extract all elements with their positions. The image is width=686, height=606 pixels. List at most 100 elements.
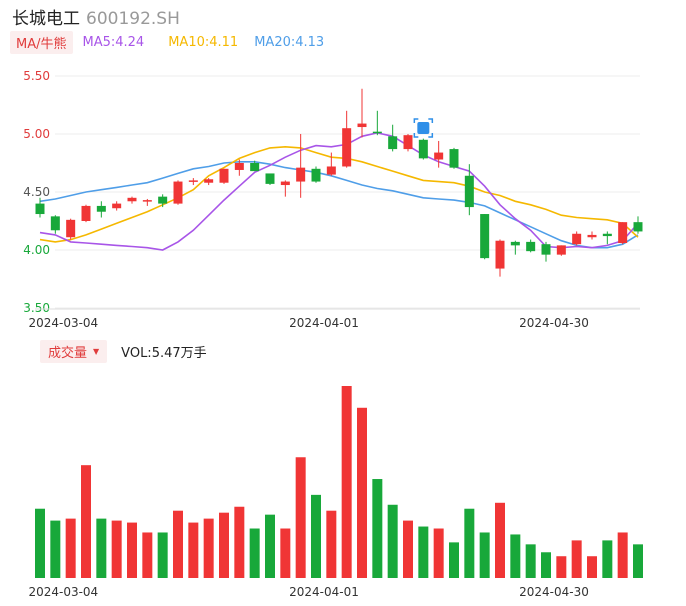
ma20-label: MA20:4.13: [254, 34, 325, 50]
volume-bar[interactable]: [633, 544, 643, 578]
volume-bar[interactable]: [418, 526, 429, 578]
event-marker-icon[interactable]: [413, 118, 434, 138]
volume-legend: 成交量 ▼ VOL:5.47万手: [40, 339, 207, 363]
candle-body[interactable]: [587, 234, 597, 238]
volume-bar[interactable]: [311, 494, 321, 578]
candle-body[interactable]: [81, 205, 91, 221]
candle-body[interactable]: [434, 152, 444, 160]
candle-body[interactable]: [372, 131, 382, 134]
volume-bar[interactable]: [65, 518, 76, 578]
ma-indicator-selector[interactable]: MA/牛熊: [10, 30, 73, 54]
volume-bar[interactable]: [525, 544, 536, 578]
candle-body[interactable]: [265, 173, 275, 184]
candle-body[interactable]: [311, 168, 321, 182]
y-tick-label: 4.50: [23, 185, 50, 199]
volume-bar[interactable]: [464, 508, 475, 578]
candle-body[interactable]: [449, 149, 459, 168]
ma5-label: MA5:4.24: [82, 34, 145, 50]
volume-bar[interactable]: [510, 534, 521, 578]
x-tick-label: 2024-04-01: [289, 585, 359, 599]
candle-body[interactable]: [633, 222, 643, 232]
volume-bar[interactable]: [403, 520, 413, 578]
volume-bar[interactable]: [449, 542, 459, 578]
volume-bar[interactable]: [173, 510, 183, 578]
candle-body[interactable]: [342, 128, 352, 167]
candle-body[interactable]: [173, 181, 183, 204]
volume-bar[interactable]: [188, 522, 199, 578]
y-tick-label: 5.00: [23, 127, 50, 141]
volume-bar[interactable]: [357, 407, 367, 578]
candle-body[interactable]: [219, 168, 229, 183]
ma-legend: MA/牛熊 MA5:4.24 MA10:4.11 MA20:4.13: [10, 30, 324, 54]
y-tick-label: 3.50: [23, 301, 50, 315]
volume-bar[interactable]: [111, 520, 122, 578]
candle-body[interactable]: [572, 233, 582, 245]
candle-body[interactable]: [296, 167, 306, 182]
candle-body[interactable]: [112, 203, 122, 209]
volume-bar[interactable]: [249, 528, 260, 578]
caret-down-icon: ▼: [93, 346, 100, 356]
volume-bar[interactable]: [280, 528, 291, 578]
volume-bar[interactable]: [341, 386, 352, 578]
candle-body[interactable]: [388, 136, 398, 150]
volume-bar[interactable]: [602, 540, 613, 578]
candle-body[interactable]: [418, 139, 428, 159]
volume-bar[interactable]: [203, 518, 214, 578]
volume-bar[interactable]: [433, 528, 444, 578]
volume-indicator-label: 成交量: [48, 345, 88, 361]
volume-bar[interactable]: [295, 457, 306, 578]
candle-body[interactable]: [403, 135, 413, 150]
ma20-line: [39, 161, 639, 249]
candle-body[interactable]: [280, 181, 290, 186]
volume-bar[interactable]: [571, 540, 582, 578]
candle-body[interactable]: [142, 200, 152, 202]
candle-body[interactable]: [158, 196, 168, 204]
candle-body[interactable]: [526, 241, 536, 252]
candle-body[interactable]: [188, 180, 198, 182]
x-tick-label: 2024-04-30: [519, 316, 589, 330]
volume-bar[interactable]: [556, 556, 567, 578]
volume-bar[interactable]: [35, 508, 45, 578]
candle-body[interactable]: [618, 222, 628, 244]
candle-body[interactable]: [204, 179, 214, 183]
stock-code: 600192.SH: [86, 9, 180, 29]
ma5-line: [39, 131, 639, 251]
candle-body[interactable]: [541, 244, 551, 255]
candle-body[interactable]: [495, 240, 505, 269]
candle-body[interactable]: [66, 219, 76, 238]
volume-bar[interactable]: [127, 522, 137, 578]
candle-body[interactable]: [127, 197, 137, 202]
volume-bar[interactable]: [265, 514, 275, 578]
volume-indicator-selector[interactable]: 成交量 ▼: [40, 339, 108, 363]
candle-body[interactable]: [50, 216, 60, 231]
candle-body[interactable]: [250, 163, 260, 172]
candle-body[interactable]: [35, 203, 45, 215]
volume-bar[interactable]: [142, 532, 153, 578]
candle-body[interactable]: [480, 214, 490, 259]
volume-bar[interactable]: [495, 502, 505, 578]
x-tick-label: 2024-03-04: [28, 585, 98, 599]
candle-body[interactable]: [602, 233, 612, 237]
volume-bar[interactable]: [219, 512, 229, 578]
candle-body[interactable]: [510, 241, 520, 246]
candle-body[interactable]: [357, 123, 367, 128]
volume-bar[interactable]: [617, 532, 628, 578]
candle-body[interactable]: [234, 163, 244, 170]
volume-value: VOL:5.47万手: [121, 345, 207, 361]
candle-body[interactable]: [464, 175, 474, 208]
volume-bar[interactable]: [50, 520, 61, 578]
volume-bar[interactable]: [479, 532, 490, 578]
volume-bar[interactable]: [387, 504, 398, 578]
volume-bar[interactable]: [81, 465, 91, 578]
volume-bar[interactable]: [96, 518, 107, 578]
candle-body[interactable]: [96, 205, 106, 212]
candle-body[interactable]: [326, 166, 336, 175]
volume-bar[interactable]: [326, 510, 337, 578]
volume-bar[interactable]: [372, 479, 383, 578]
volume-bar[interactable]: [541, 552, 551, 578]
candle-body[interactable]: [556, 245, 566, 255]
volume-bar[interactable]: [157, 532, 168, 578]
volume-bar[interactable]: [587, 556, 597, 578]
volume-bar[interactable]: [234, 506, 245, 578]
